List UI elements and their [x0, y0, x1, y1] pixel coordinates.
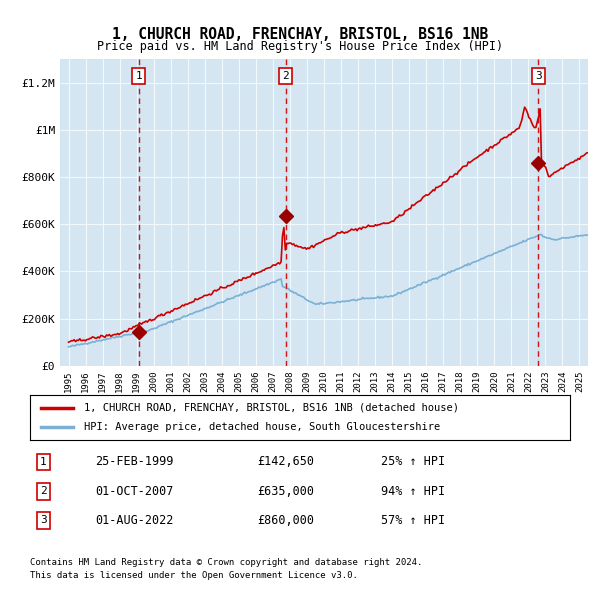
- Text: 57% ↑ HPI: 57% ↑ HPI: [381, 514, 445, 527]
- Text: 01-OCT-2007: 01-OCT-2007: [95, 484, 173, 498]
- Bar: [60, 59, 139, 366]
- Text: 25-FEB-1999: 25-FEB-1999: [95, 455, 173, 468]
- Text: 2: 2: [40, 486, 47, 496]
- Text: 01-AUG-2022: 01-AUG-2022: [95, 514, 173, 527]
- Bar: [286, 59, 538, 366]
- Text: 3: 3: [40, 516, 47, 525]
- Text: 2: 2: [283, 71, 289, 81]
- Text: This data is licensed under the Open Government Licence v3.0.: This data is licensed under the Open Gov…: [30, 571, 358, 580]
- Text: 94% ↑ HPI: 94% ↑ HPI: [381, 484, 445, 498]
- Bar: [538, 59, 588, 366]
- Text: HPI: Average price, detached house, South Gloucestershire: HPI: Average price, detached house, Sout…: [84, 422, 440, 432]
- Text: 3: 3: [535, 71, 542, 81]
- Text: £142,650: £142,650: [257, 455, 314, 468]
- Bar: [139, 59, 286, 366]
- Text: 1: 1: [40, 457, 47, 467]
- Text: Price paid vs. HM Land Registry's House Price Index (HPI): Price paid vs. HM Land Registry's House …: [97, 40, 503, 53]
- Text: 25% ↑ HPI: 25% ↑ HPI: [381, 455, 445, 468]
- Text: £635,000: £635,000: [257, 484, 314, 498]
- Text: 1, CHURCH ROAD, FRENCHAY, BRISTOL, BS16 1NB: 1, CHURCH ROAD, FRENCHAY, BRISTOL, BS16 …: [112, 27, 488, 41]
- Text: 1, CHURCH ROAD, FRENCHAY, BRISTOL, BS16 1NB (detached house): 1, CHURCH ROAD, FRENCHAY, BRISTOL, BS16 …: [84, 403, 459, 412]
- Text: Contains HM Land Registry data © Crown copyright and database right 2024.: Contains HM Land Registry data © Crown c…: [30, 558, 422, 566]
- Text: 1: 1: [136, 71, 142, 81]
- Text: £860,000: £860,000: [257, 514, 314, 527]
